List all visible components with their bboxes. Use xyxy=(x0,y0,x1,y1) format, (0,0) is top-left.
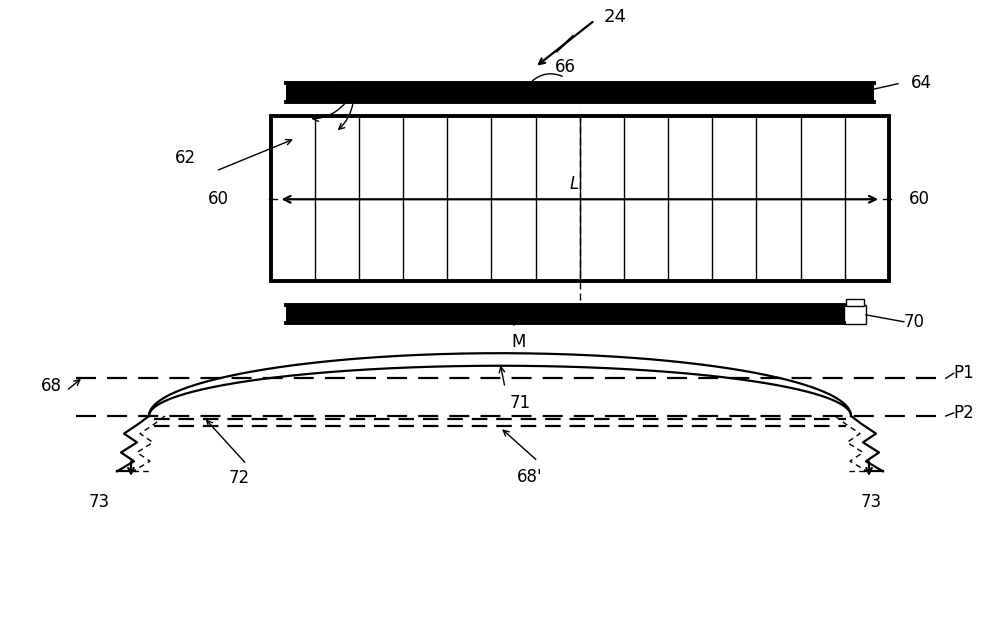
Text: 60: 60 xyxy=(208,190,229,208)
Text: P1: P1 xyxy=(954,364,974,382)
Text: 71: 71 xyxy=(510,394,531,412)
Text: 64: 64 xyxy=(911,74,932,92)
Text: 73: 73 xyxy=(860,493,882,510)
Text: 24: 24 xyxy=(603,8,626,26)
Text: 60: 60 xyxy=(909,190,930,208)
Bar xyxy=(846,298,864,306)
Text: 70: 70 xyxy=(904,313,925,331)
Bar xyxy=(844,305,866,324)
Text: P2: P2 xyxy=(954,404,974,422)
Text: 72: 72 xyxy=(228,469,249,487)
Text: 62: 62 xyxy=(175,150,196,167)
Text: 58: 58 xyxy=(338,80,359,98)
Text: 66: 66 xyxy=(555,57,576,76)
Text: L: L xyxy=(570,175,579,193)
Text: 68': 68' xyxy=(517,468,543,485)
Text: M: M xyxy=(511,333,525,351)
Text: 73: 73 xyxy=(89,493,110,510)
Text: 68: 68 xyxy=(41,377,62,395)
Bar xyxy=(271,116,889,281)
